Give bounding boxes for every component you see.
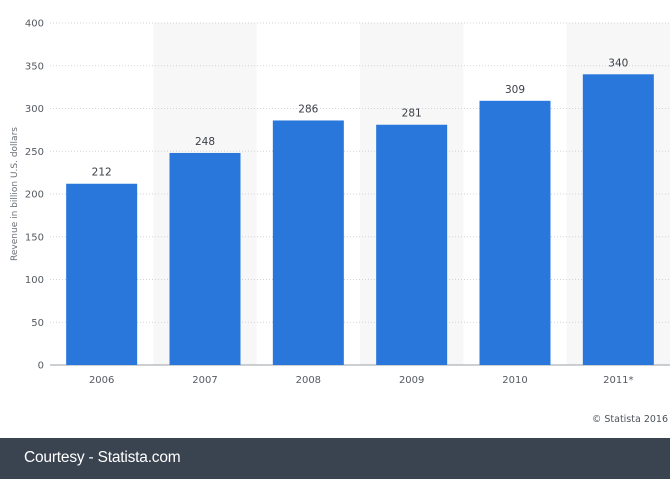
- data-label: 340: [608, 57, 628, 69]
- y-tick-label: 100: [25, 275, 44, 286]
- x-tick-label: 2011*: [603, 375, 633, 386]
- bar: [169, 152, 241, 365]
- data-label: 212: [92, 167, 112, 179]
- bar: [376, 124, 448, 366]
- x-axis-ticks: 2006 2007 2008 2009 2010 2011*: [89, 375, 634, 386]
- data-label: 309: [505, 84, 525, 96]
- data-label: 286: [298, 103, 318, 115]
- y-tick-label: 50: [31, 318, 44, 329]
- footer-courtesy-text: Courtesy - Statista.com: [24, 449, 181, 466]
- y-tick-label: 0: [38, 361, 44, 372]
- y-tick-label: 250: [25, 147, 44, 158]
- x-tick-label: 2010: [502, 375, 527, 386]
- bars: [66, 74, 654, 366]
- x-tick-label: 2006: [89, 375, 114, 386]
- y-tick-label: 350: [25, 61, 44, 72]
- statista-credit: © Statista 2016: [591, 414, 668, 425]
- y-tick-label: 150: [25, 232, 44, 243]
- y-tick-label: 400: [25, 19, 44, 30]
- footer-bar: Courtesy - Statista.com: [0, 438, 670, 479]
- y-tick-label: 200: [25, 190, 44, 201]
- y-axis-title: Revenue in billion U.S. dollars: [10, 127, 20, 261]
- x-tick-label: 2008: [296, 375, 321, 386]
- y-tick-label: 300: [25, 104, 44, 115]
- bar: [66, 183, 138, 365]
- data-label: 281: [402, 108, 422, 120]
- bar: [272, 120, 344, 365]
- data-labels: 212 248 286 281 309 340: [92, 57, 629, 178]
- x-tick-label: 2009: [399, 375, 424, 386]
- bar: [479, 100, 551, 366]
- data-label: 248: [195, 136, 215, 148]
- chart-svg: 0 50 100 150 200 250 300 350 400 212 248 286 281 309…: [10, 19, 670, 386]
- x-tick-label: 2007: [192, 375, 217, 386]
- gridlines: [50, 22, 670, 366]
- y-axis-ticks: 0 50 100 150 200 250 300 350 400: [25, 19, 44, 372]
- bar: [582, 74, 654, 366]
- bar-chart: 0 50 100 150 200 250 300 350 400 212 248 286 281 309…: [10, 19, 670, 425]
